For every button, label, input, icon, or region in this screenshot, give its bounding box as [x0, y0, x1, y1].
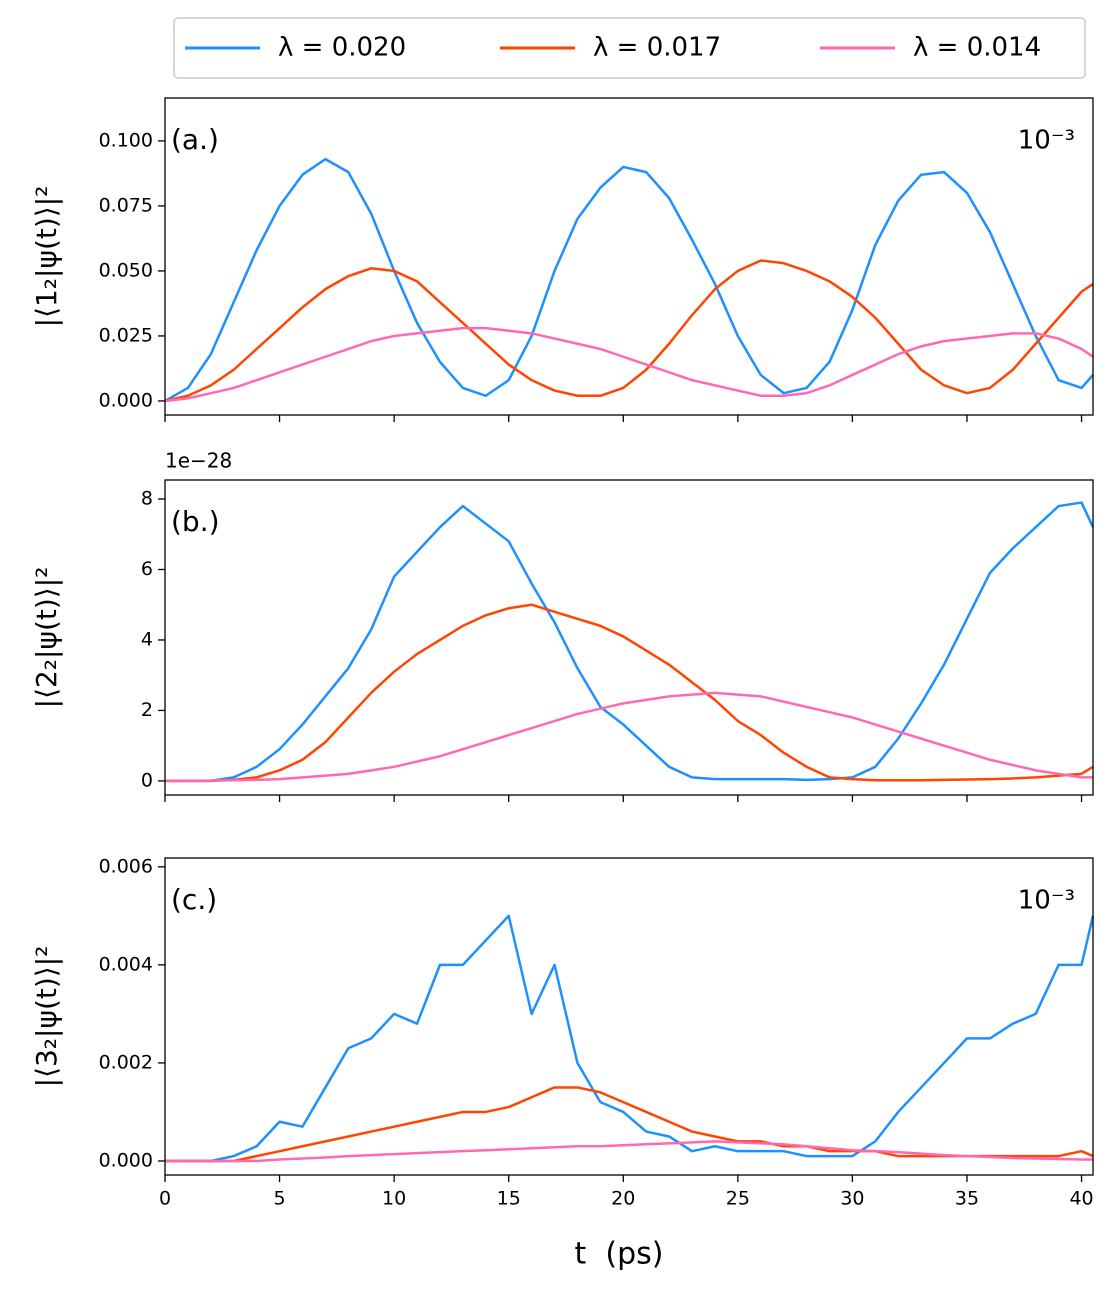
series-line: [165, 501, 1095, 783]
legend-label: λ = 0.017: [593, 33, 721, 63]
y-tick-label: 0.002: [99, 1051, 153, 1073]
x-tick-label: 30: [840, 1188, 864, 1210]
series-line: [165, 914, 1095, 1163]
legend-box: [173, 17, 1086, 79]
y-axis-label: |⟨1₂|ψ(t)⟩|²: [30, 186, 63, 328]
y-tick-label: 0.004: [99, 953, 153, 975]
y-tick-label: 0.006: [99, 855, 153, 877]
panel-label: (a.): [171, 123, 219, 156]
series-line: [165, 1140, 1093, 1163]
plot-frame: [164, 97, 1094, 416]
legend-label: λ = 0.020: [278, 33, 406, 63]
y-tick-label: 0.025: [99, 324, 153, 346]
x-axis-label: t (ps): [575, 1237, 664, 1272]
y-axis-label: |⟨2₂|ψ(t)⟩|²: [30, 567, 63, 709]
y-tick-label: 0.050: [99, 259, 153, 281]
x-tick-label: 40: [1069, 1188, 1093, 1210]
legend-label: λ = 0.014: [913, 33, 1041, 63]
x-tick-label: 0: [159, 1188, 171, 1210]
y-tick-label: 2: [141, 699, 153, 721]
y-tick-label: 0.000: [99, 1149, 153, 1171]
annotation: 10⁻³: [1018, 886, 1075, 916]
series-line: [164, 259, 1094, 403]
series-line: [165, 603, 1094, 783]
series-line: [164, 326, 1094, 403]
y-tick-label: 0.000: [99, 389, 153, 411]
y-tick-label: 0.075: [99, 194, 153, 216]
x-tick-label: 15: [497, 1188, 521, 1210]
x-tick-label: 5: [274, 1188, 286, 1210]
x-tick-label: 35: [955, 1188, 979, 1210]
annotation: 10⁻³: [1018, 126, 1075, 156]
y-axis-label: |⟨3₂|ψ(t)⟩|²: [30, 946, 63, 1088]
series-line: [164, 157, 1094, 403]
series-line: [165, 691, 1093, 783]
y-tick-label: 8: [141, 488, 153, 510]
y-tick-label: 6: [141, 558, 153, 580]
y-tick-label: 4: [141, 628, 153, 650]
x-tick-label: 10: [382, 1188, 406, 1210]
plot-frame: [164, 479, 1094, 796]
plot-frame: [164, 857, 1094, 1176]
y-tick-label: 0.100: [99, 129, 153, 151]
x-tick-label: 20: [611, 1188, 635, 1210]
x-tick-label: 25: [726, 1188, 750, 1210]
panel-label: (c.): [171, 883, 217, 916]
panel-label: (b.): [171, 505, 220, 538]
offset-text: 1e−28: [165, 449, 232, 473]
y-tick-label: 0: [141, 769, 153, 791]
